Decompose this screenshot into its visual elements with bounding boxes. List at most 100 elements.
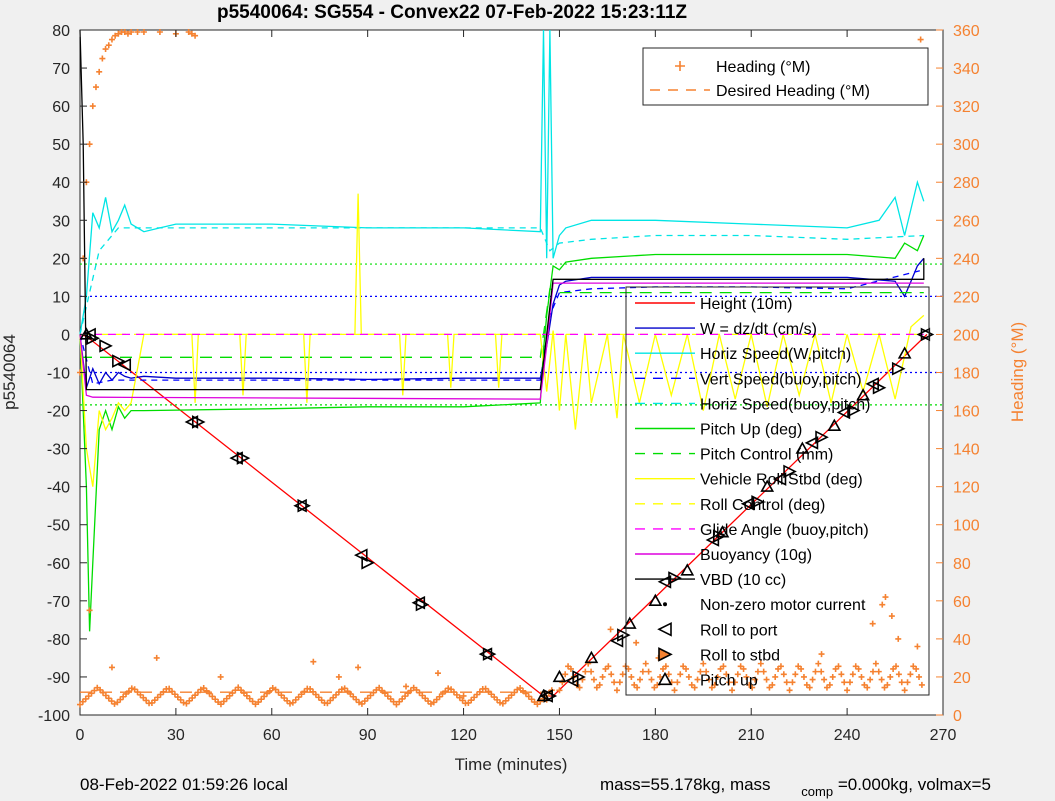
heading-point: [818, 651, 825, 658]
heading-point: [488, 691, 495, 698]
legend-main-label: Horiz Speed(W,pitch): [700, 346, 851, 363]
roll-marker-up: [622, 616, 637, 629]
y-tick-label: -100: [38, 708, 70, 725]
y-tick-label: -10: [47, 366, 70, 383]
heading-point: [826, 681, 833, 688]
heading-point: [875, 668, 882, 675]
heading-point: [298, 691, 305, 698]
heading-point: [301, 688, 308, 695]
heading-point: [134, 689, 141, 696]
legend-main-box: [625, 286, 930, 696]
heading-point: [867, 676, 874, 683]
roll-marker-left: [478, 647, 493, 661]
roll-marker-left: [804, 436, 819, 450]
roll-marker-up: [648, 593, 663, 607]
heading-point: [379, 687, 386, 694]
heading-point: [353, 696, 360, 703]
heading-point: [108, 698, 115, 705]
heading-point: [350, 693, 357, 700]
heading-point: [433, 696, 440, 703]
heading-point: [460, 692, 467, 699]
heading-point: [657, 673, 664, 680]
heading-point: [134, 29, 141, 35]
heading-point: [835, 663, 842, 670]
heading-point: [567, 665, 574, 672]
y2-tick-label: 260: [953, 213, 980, 230]
heading-point: [166, 685, 173, 692]
heading-point: [685, 673, 692, 680]
heading-point: [456, 694, 463, 701]
heading-point: [872, 660, 879, 667]
heading-point: [645, 668, 652, 675]
legend-sample: [657, 671, 673, 686]
heading-point: [246, 695, 253, 702]
y2-tick-label: 340: [953, 61, 980, 78]
heading-point: [232, 687, 239, 694]
legend-main-label: Pitch Control (mm): [700, 447, 833, 464]
heading-point: [914, 643, 921, 650]
legend-main-label: Roll to stbd: [700, 647, 780, 664]
heading-point: [471, 694, 478, 701]
y-tick-label: 50: [52, 137, 70, 154]
y2-tick-label: 160: [953, 404, 980, 421]
heading-point: [284, 697, 291, 704]
heading-point: [286, 700, 293, 707]
heading-point: [511, 689, 518, 696]
heading-point: [818, 668, 825, 675]
heading-point: [361, 698, 368, 705]
heading-point: [185, 29, 192, 35]
x-tick-label: 180: [642, 727, 669, 744]
heading-point: [114, 699, 121, 706]
y2-tick-label: 120: [953, 480, 980, 497]
footer-mass-text: mass=55.178kg, mass: [600, 775, 771, 794]
legend-main-label: Horiz Speed(buoy,pitch): [700, 396, 870, 413]
heading-point: [855, 665, 862, 672]
heading-point: [203, 687, 210, 694]
heading-point: [121, 29, 128, 35]
heading-point: [156, 29, 163, 35]
heading-point: [459, 697, 466, 704]
heading-point: [898, 679, 905, 686]
heading-point: [117, 696, 124, 703]
heading-point: [442, 688, 449, 695]
legend-main-label: Buoyancy (10g): [700, 547, 812, 564]
heading-point: [711, 681, 718, 688]
heading-point: [220, 698, 227, 705]
x-tick-label: 120: [450, 727, 477, 744]
heading-point: [261, 693, 268, 700]
y2-tick-label: 320: [953, 99, 980, 116]
heading-point: [186, 697, 193, 704]
heading-point: [562, 671, 569, 678]
heading-point: [148, 699, 155, 706]
heading-point: [174, 694, 181, 701]
y2-tick-label: 280: [953, 175, 980, 192]
heading-point: [338, 686, 345, 693]
heading-point: [528, 696, 535, 703]
y-axis-label: p5540064: [0, 334, 19, 410]
heading-point: [120, 693, 127, 700]
heading-point: [917, 36, 924, 43]
roll-marker-right: [415, 597, 430, 612]
heading-point: [884, 681, 891, 688]
legend-sample: [663, 602, 667, 607]
heading-point: [607, 626, 614, 633]
roll-marker-right: [668, 571, 682, 585]
roll-marker-right: [872, 380, 887, 395]
heading-point: [266, 687, 273, 694]
heading-point: [809, 676, 816, 683]
roll-marker-up: [584, 650, 599, 664]
heading-point: [153, 654, 160, 661]
y-tick-label: 70: [52, 61, 70, 78]
roll-marker-right: [617, 628, 631, 642]
heading-point: [275, 689, 282, 696]
y2-tick-label: 20: [953, 670, 971, 687]
heading-point: [582, 668, 589, 675]
y-tick-label: 30: [52, 213, 70, 230]
heading-point: [387, 695, 394, 702]
y-tick-label: -60: [47, 556, 70, 573]
roll-marker-left: [82, 327, 96, 342]
heading-point: [324, 700, 331, 707]
legend-heading-label: Desired Heading (°M): [716, 83, 870, 100]
heading-point: [347, 690, 354, 697]
heading-point: [160, 688, 167, 695]
